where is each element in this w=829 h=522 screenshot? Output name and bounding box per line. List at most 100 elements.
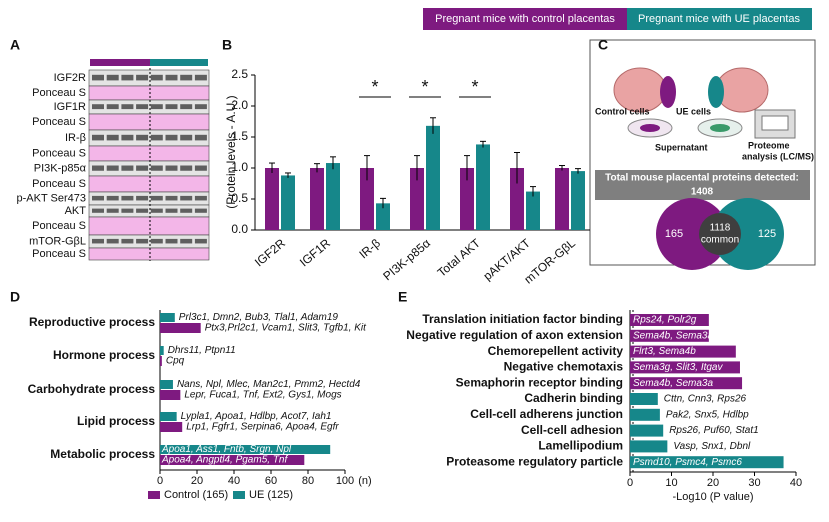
- band: [136, 208, 149, 213]
- band: [180, 104, 193, 110]
- band: [136, 104, 149, 110]
- c-text: Proteome: [748, 140, 790, 150]
- blot-label: PI3K-p85α: [34, 162, 87, 174]
- bar: [265, 168, 279, 230]
- ponceau-stain: [88, 175, 210, 193]
- x-tick-label: 40: [790, 477, 802, 489]
- bar: [160, 422, 183, 432]
- bar: [376, 203, 390, 230]
- band: [194, 134, 207, 141]
- category-label: Cell-cell adherens junction: [470, 407, 623, 421]
- venn-count: 1118: [710, 223, 731, 234]
- panel-label: B: [222, 37, 232, 53]
- bar: [281, 175, 295, 230]
- x-tick-label: 100: [336, 475, 354, 487]
- category-label: Semaphorin receptor binding: [456, 375, 623, 389]
- x-tick-label: 20: [707, 477, 719, 489]
- blot-label: p-AKT Ser473: [16, 192, 86, 204]
- x-tick-label: PI3K-p85α: [380, 236, 433, 283]
- gene-label: Rps26, Puf60, Stat1: [669, 425, 759, 436]
- band: [92, 165, 104, 171]
- y-tick-label: 1.0: [231, 160, 248, 174]
- band: [92, 74, 104, 81]
- band: [121, 104, 134, 110]
- x-tick-label: Total AKT: [435, 236, 484, 280]
- bar: [410, 168, 424, 230]
- bar: [630, 440, 668, 453]
- significance: *: [421, 77, 428, 97]
- bar: [160, 380, 173, 389]
- placenta-icon: [660, 76, 676, 108]
- venn-count: common: [701, 235, 739, 246]
- band: [165, 208, 178, 213]
- gene-label: Vasp, Snx1, Dbnl: [673, 441, 751, 452]
- x-axis-label: -Log10 (P value): [672, 491, 753, 503]
- ponceau-stain: [88, 85, 210, 101]
- cells-icon: [710, 124, 730, 132]
- bar: [630, 393, 658, 405]
- bar: [160, 346, 164, 355]
- category-label: Negative chemotaxis: [504, 360, 624, 374]
- x-tick-label: 0: [627, 477, 633, 489]
- band: [194, 238, 207, 244]
- ponceau-stain: [88, 216, 210, 236]
- x-tick-label: 20: [191, 475, 203, 487]
- banner-text: 1408: [691, 187, 714, 198]
- blot-label: Ponceau S: [32, 178, 86, 190]
- category-label: Chemorepellent activity: [488, 344, 624, 358]
- category-label: Cadherin binding: [524, 391, 623, 405]
- band: [136, 238, 149, 244]
- band: [180, 165, 193, 171]
- category-label: Metabolic process: [50, 447, 155, 461]
- gene-label: Lepr, Fuca1, Tnf, Ext2, Gys1, Mogs: [184, 390, 341, 401]
- panel-label: D: [10, 289, 20, 305]
- band: [106, 74, 119, 81]
- venn-count: 125: [758, 228, 776, 240]
- gene-label: Sema3g, Slit3, Itgav: [633, 362, 723, 373]
- y-tick-label: 2.5: [231, 67, 248, 81]
- gene-label: Lrp1, Fgfr1, Serpina6, Apoa4, Egfr: [186, 422, 339, 433]
- band: [106, 208, 119, 213]
- blot-label: IR-β: [65, 132, 86, 144]
- band: [136, 134, 149, 141]
- group-bar: [90, 59, 150, 66]
- banner: [595, 170, 810, 200]
- bar: [160, 390, 181, 400]
- blot-label: IGF2R: [54, 72, 86, 84]
- blot-label: AKT: [65, 205, 87, 217]
- gene-label: Lypla1, Apoa1, Hdlbp, Acot7, Iah1: [181, 411, 332, 422]
- band: [121, 165, 134, 171]
- band: [165, 165, 178, 171]
- placenta-icon: [708, 76, 724, 108]
- blot-label: IGF1R: [54, 101, 86, 113]
- blot-label: mTOR-GβL: [29, 235, 86, 247]
- bar: [630, 408, 660, 421]
- band: [92, 134, 104, 141]
- bar: [160, 412, 177, 421]
- x-tick-label: 40: [228, 475, 240, 487]
- x-tick-label: IR-β: [356, 236, 383, 262]
- x-tick-label: 30: [748, 477, 760, 489]
- band: [194, 104, 207, 110]
- band: [92, 238, 104, 244]
- x-tick-label: IGF2R: [252, 236, 288, 270]
- band: [92, 195, 104, 201]
- x-tick-label: 10: [665, 477, 677, 489]
- bar: [360, 168, 374, 230]
- x-tick-label: 80: [302, 475, 314, 487]
- legend-label: UE (125): [249, 489, 293, 501]
- y-tick-label: 0.5: [231, 191, 248, 205]
- band: [136, 74, 149, 81]
- band: [180, 238, 193, 244]
- bar: [510, 168, 524, 230]
- bar: [630, 456, 784, 469]
- gene-label: Apoa4, Angptl4, Pgam5, Tnf: [161, 455, 288, 466]
- band: [121, 238, 134, 244]
- cells-icon: [640, 124, 660, 132]
- bar: [426, 125, 440, 230]
- band: [194, 74, 207, 81]
- x-axis-label: (n): [358, 475, 371, 487]
- banner-text: Total mouse placental proteins detected:: [605, 173, 799, 184]
- legend-label: Pregnant mice with control placentas: [435, 13, 615, 25]
- gene-label: Psmd10, Psmc4, Psmc6: [633, 457, 742, 468]
